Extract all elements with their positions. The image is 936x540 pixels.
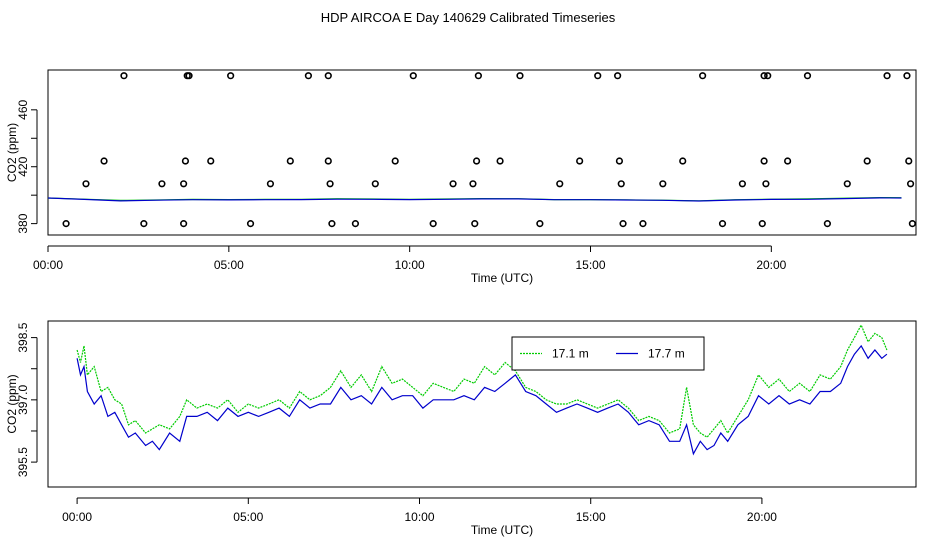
data-point bbox=[699, 72, 707, 80]
data-point bbox=[82, 180, 90, 188]
data-point bbox=[180, 180, 188, 188]
data-point bbox=[328, 220, 336, 228]
data-point bbox=[409, 72, 417, 80]
legend: 17.1 m 17.7 m bbox=[511, 336, 705, 371]
data-point bbox=[351, 220, 360, 228]
data-point bbox=[536, 220, 544, 228]
data-point bbox=[738, 180, 747, 188]
data-point bbox=[615, 157, 624, 165]
x-tick-label: 05:00 bbox=[214, 258, 244, 272]
data-point bbox=[764, 72, 772, 80]
data-point bbox=[556, 180, 564, 188]
y-tick-label: 397.0 bbox=[16, 385, 30, 415]
data-point bbox=[908, 220, 916, 228]
data-point bbox=[391, 157, 399, 165]
data-point bbox=[472, 157, 481, 165]
data-point bbox=[614, 72, 622, 80]
x-tick-label: 15:00 bbox=[576, 510, 606, 524]
y-tick-label: 398.5 bbox=[16, 322, 30, 352]
data-point bbox=[246, 220, 255, 228]
legend-box bbox=[511, 336, 705, 371]
data-point bbox=[100, 157, 108, 165]
data-point bbox=[784, 157, 792, 165]
data-point bbox=[617, 180, 625, 188]
data-point bbox=[140, 220, 148, 228]
data-point bbox=[823, 220, 831, 228]
data-point bbox=[324, 157, 332, 165]
figure-title: HDP AIRCOA E Day 140629 Calibrated Times… bbox=[321, 10, 616, 25]
y-tick-label: 460 bbox=[16, 99, 30, 119]
x-tick-label: 00:00 bbox=[62, 510, 92, 524]
data-point bbox=[803, 72, 812, 80]
data-point bbox=[516, 72, 524, 80]
data-point bbox=[449, 180, 457, 188]
plot-frame bbox=[47, 320, 917, 488]
data-point bbox=[471, 220, 479, 228]
series-line-0 bbox=[76, 323, 888, 438]
x-axis-label: Time (UTC) bbox=[471, 523, 533, 537]
data-point bbox=[227, 72, 235, 80]
data-point bbox=[474, 72, 482, 80]
data-point bbox=[185, 72, 193, 80]
legend-label-0: 17.1 m bbox=[552, 347, 589, 361]
data-point bbox=[469, 180, 477, 188]
y-tick-label: 395.5 bbox=[16, 447, 30, 477]
data-point bbox=[266, 180, 275, 188]
data-point bbox=[679, 157, 687, 165]
data-point bbox=[762, 180, 770, 188]
data-point bbox=[304, 72, 313, 80]
data-point bbox=[158, 180, 166, 188]
data-point bbox=[639, 220, 647, 228]
data-point bbox=[62, 220, 70, 228]
series-line-1 bbox=[47, 197, 902, 202]
data-point bbox=[883, 72, 891, 80]
legend-label-1: 17.7 m bbox=[648, 347, 685, 361]
data-point bbox=[286, 157, 294, 165]
x-tick-label: 10:00 bbox=[395, 258, 425, 272]
data-point bbox=[843, 180, 851, 188]
x-tick-label: 15:00 bbox=[575, 258, 605, 272]
x-tick-label: 00:00 bbox=[33, 258, 63, 272]
data-point bbox=[758, 220, 766, 228]
x-tick-label: 20:00 bbox=[747, 510, 777, 524]
y-axis-label: CO2 (ppm) bbox=[5, 374, 19, 433]
data-point bbox=[906, 180, 915, 188]
x-axis-label: Time (UTC) bbox=[471, 271, 533, 285]
data-point bbox=[905, 157, 913, 165]
y-tick-label: 380 bbox=[16, 213, 30, 233]
data-point bbox=[863, 157, 871, 165]
top-panel-all-data: 00:00 05:00 10:00 15:00 20:00 Time (UTC) 380 42… bbox=[5, 69, 917, 285]
data-point bbox=[181, 157, 190, 165]
data-point bbox=[496, 157, 504, 165]
series-line-1 bbox=[76, 344, 888, 456]
data-point bbox=[120, 72, 128, 80]
bottom-panel-zoomed: 00:00 05:00 10:00 15:00 20:00 Time (UTC) 395.5… bbox=[5, 320, 917, 537]
data-point bbox=[576, 157, 584, 165]
y-tick-label: 420 bbox=[16, 156, 30, 176]
data-point bbox=[207, 157, 215, 165]
x-tick-label: 10:00 bbox=[404, 510, 434, 524]
data-point bbox=[718, 220, 727, 228]
x-tick-label: 05:00 bbox=[233, 510, 263, 524]
data-point bbox=[326, 180, 334, 188]
data-point bbox=[903, 72, 911, 80]
data-point bbox=[180, 220, 188, 228]
y-axis-label: CO2 (ppm) bbox=[5, 123, 19, 182]
x-tick-label: 20:00 bbox=[756, 258, 786, 272]
data-point bbox=[324, 72, 332, 80]
data-point bbox=[429, 220, 437, 228]
data-point bbox=[760, 72, 768, 80]
data-point bbox=[619, 220, 627, 228]
data-point bbox=[594, 72, 602, 80]
data-point bbox=[760, 157, 768, 165]
data-point bbox=[371, 180, 379, 188]
plot-frame bbox=[47, 69, 917, 236]
data-point bbox=[659, 180, 667, 188]
